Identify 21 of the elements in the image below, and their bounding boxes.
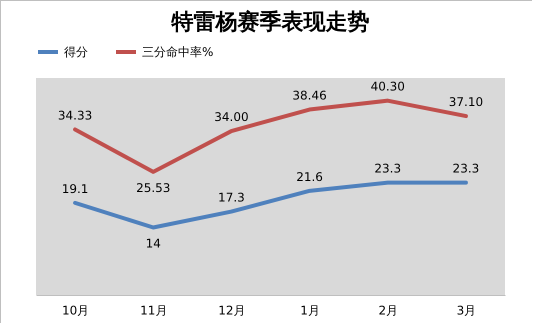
data-label: 23.3 [452, 162, 480, 176]
x-tick-label: 1月 [300, 304, 320, 318]
data-label: 38.46 [292, 88, 327, 103]
data-label: 21.6 [296, 170, 323, 184]
x-tick-label: 10月 [62, 304, 90, 318]
data-label: 37.10 [448, 95, 484, 110]
chart-title: 特雷杨赛季表现走势 [170, 9, 370, 35]
data-label: 23.3 [374, 162, 402, 176]
x-tick-label: 3月 [456, 304, 476, 318]
data-label: 19.1 [62, 182, 88, 196]
data-label: 25.53 [136, 180, 170, 195]
legend-label: 三分命中率% [142, 45, 214, 59]
x-tick-label: 11月 [140, 304, 168, 318]
data-label: 40.30 [370, 80, 405, 94]
data-label: 17.3 [218, 190, 245, 205]
x-tick-label: 2月 [378, 304, 398, 318]
data-label: 34.00 [214, 110, 249, 124]
data-label: 14 [146, 236, 161, 250]
data-label: 34.33 [58, 108, 92, 122]
legend-label: 得分 [64, 45, 88, 59]
x-tick-label: 12月 [218, 304, 246, 318]
